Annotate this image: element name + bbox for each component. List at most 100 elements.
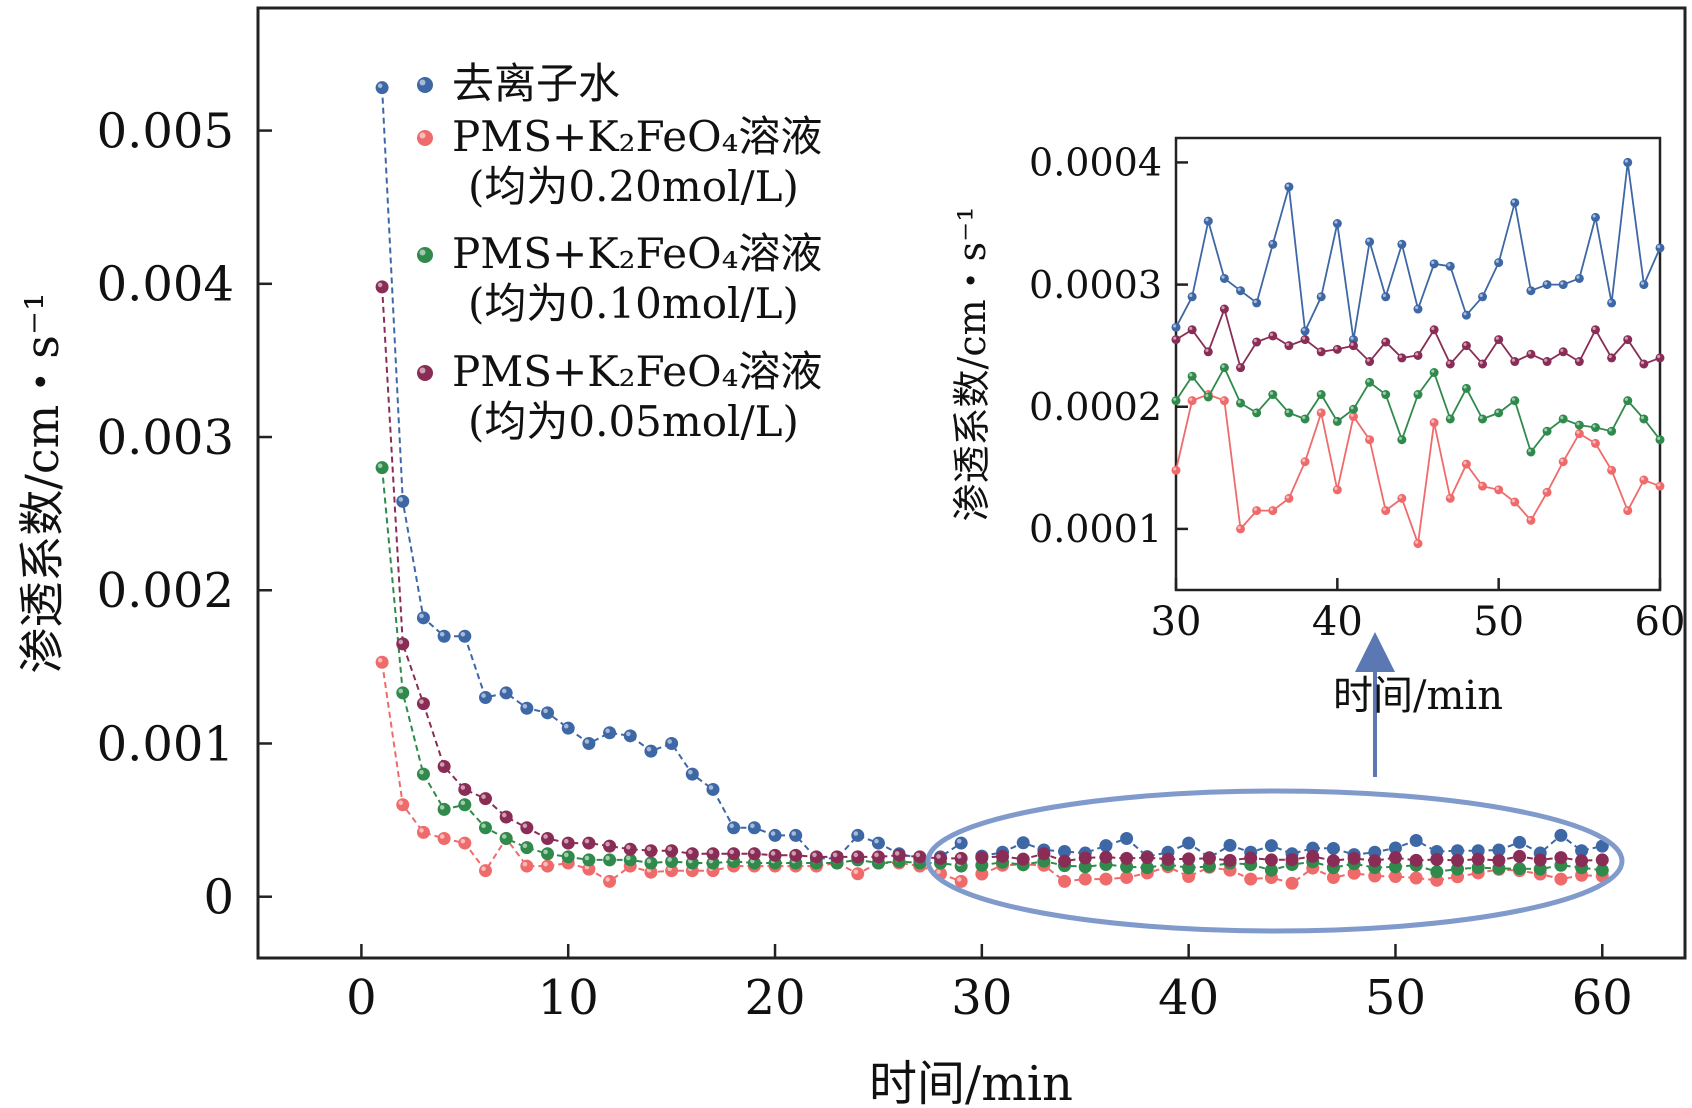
inset-data-point-highlight (1366, 379, 1370, 383)
main-data-point (499, 686, 513, 700)
main-data-point-highlight (626, 731, 631, 737)
inset-data-point (1478, 481, 1488, 491)
main-data-point (437, 629, 451, 643)
inset-data-point-highlight (1205, 348, 1209, 353)
legend-marker-highlight (419, 367, 426, 374)
main-x-tick-label: 10 (538, 970, 599, 1026)
inset-data-point (1542, 426, 1552, 436)
main-data-point (1409, 833, 1423, 847)
inset-data-point-highlight (1334, 418, 1338, 422)
legend-marker-blue (417, 77, 433, 93)
main-data-point (416, 825, 430, 839)
inset-data-point-highlight (1624, 507, 1628, 511)
inset-data-point (1332, 344, 1342, 354)
inset-data-point-highlight (1657, 483, 1661, 487)
legend-label: 去离子水 (452, 59, 620, 108)
inset-data-point (1429, 418, 1439, 428)
inset-data-point-highlight (1302, 336, 1306, 340)
inset-y-tick-label: 0.0004 (1029, 141, 1162, 185)
inset-data-point (1316, 347, 1326, 357)
main-data-point (747, 847, 761, 861)
main-data-point (375, 280, 389, 294)
main-data-point (1182, 836, 1196, 850)
inset-data-point (1526, 447, 1536, 457)
main-y-tick-label: 0.001 (97, 716, 234, 772)
main-data-point-highlight (522, 843, 528, 849)
inset-data-point-highlight (1366, 238, 1370, 243)
inset-data-point (1300, 335, 1310, 345)
inset-data-point-highlight (1544, 281, 1548, 285)
inset-data-point-highlight (1253, 507, 1257, 511)
main-data-point (1471, 852, 1485, 866)
main-data-point (1285, 853, 1299, 867)
inset-data-point (1171, 465, 1181, 475)
inset-data-point-highlight (1269, 241, 1274, 245)
legend-marker-highlight (419, 79, 426, 86)
main-data-point (851, 867, 865, 881)
inset-data-point (1478, 414, 1488, 424)
main-data-point-highlight (377, 282, 383, 288)
inset-data-point-highlight (1398, 241, 1403, 245)
main-x-axis-title: 时间/min (869, 1056, 1073, 1108)
inset-data-point-highlight (1269, 507, 1274, 511)
main-data-point (851, 828, 865, 842)
inset-data-point-highlight (1624, 336, 1628, 340)
inset-data-point (1187, 396, 1197, 406)
main-data-point (1058, 854, 1072, 868)
inset-data-point-highlight (1350, 406, 1354, 410)
main-y-tick-label: 0.004 (97, 257, 234, 313)
inset-series-green (1171, 363, 1665, 457)
inset-y-tick-label: 0.0002 (1029, 385, 1162, 429)
main-data-point (499, 810, 513, 824)
main-data-point (603, 853, 617, 867)
main-data-point-highlight (770, 851, 776, 856)
inset-data-point-highlight (1479, 416, 1483, 420)
main-data-point (1120, 871, 1134, 885)
inset-data-point-highlight (1657, 245, 1661, 249)
main-data-point (1554, 851, 1568, 865)
main-data-point-highlight (646, 858, 652, 864)
inset-data-point (1332, 485, 1342, 495)
main-data-point (1099, 850, 1113, 864)
inset-data-point-highlight (1511, 199, 1516, 203)
main-data-point (1264, 863, 1278, 877)
inset-data-point-highlight (1415, 352, 1419, 356)
inset-data-point-highlight (1237, 400, 1241, 404)
main-data-point (1347, 866, 1361, 880)
main-data-point (603, 726, 617, 740)
inset-data-point-highlight (1560, 348, 1564, 353)
main-data-point (1326, 871, 1340, 885)
main-data-point-highlight (729, 849, 734, 855)
main-data-point (623, 729, 637, 743)
inset-data-point (1478, 359, 1488, 369)
main-data-point (644, 744, 658, 758)
main-data-point-highlight (853, 831, 859, 836)
main-data-point (437, 802, 451, 816)
main-data-point (478, 864, 492, 878)
inset-data-point-highlight (1253, 339, 1257, 343)
inset-data-point-highlight (1189, 326, 1193, 331)
inset-data-point-highlight (1592, 326, 1596, 331)
inset-data-point-highlight (1479, 361, 1483, 365)
main-data-point (603, 839, 617, 853)
main-data-point-highlight (481, 794, 486, 799)
main-data-point-highlight (460, 800, 466, 806)
inset-data-point-highlight (1318, 409, 1322, 414)
inset-data-point-highlight (1592, 440, 1596, 444)
main-data-point (1451, 853, 1465, 867)
inset-data-point-highlight (1173, 324, 1177, 328)
main-data-point (582, 736, 596, 750)
main-data-point-highlight (708, 849, 714, 855)
inset-data-point (1413, 539, 1423, 549)
main-data-point (1264, 839, 1278, 853)
main-data-point (541, 831, 555, 845)
inset-data-point (1461, 310, 1471, 320)
main-data-point-highlight (398, 800, 404, 806)
main-data-point (416, 611, 430, 625)
main-data-point (727, 847, 741, 861)
inset-data-point (1268, 506, 1278, 516)
main-data-point-highlight (522, 823, 528, 829)
main-data-point (892, 848, 906, 862)
main-data-point-highlight (522, 861, 528, 867)
inset-data-point (1268, 390, 1278, 400)
